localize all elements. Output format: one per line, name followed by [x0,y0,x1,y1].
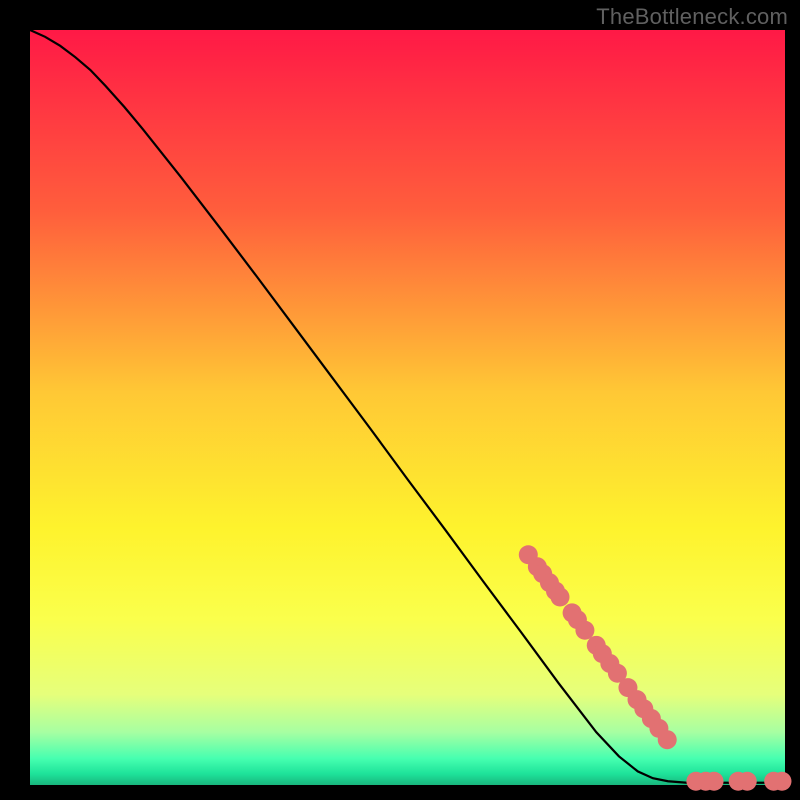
data-point [772,772,791,791]
plot-overlay [30,30,785,785]
chart-frame: TheBottleneck.com [0,0,800,800]
data-point [658,730,677,749]
plot-area [30,30,785,785]
data-point [738,772,757,791]
watermark-text: TheBottleneck.com [596,4,788,30]
data-point [551,588,570,607]
bottleneck-curve [30,30,785,783]
data-point [705,772,724,791]
